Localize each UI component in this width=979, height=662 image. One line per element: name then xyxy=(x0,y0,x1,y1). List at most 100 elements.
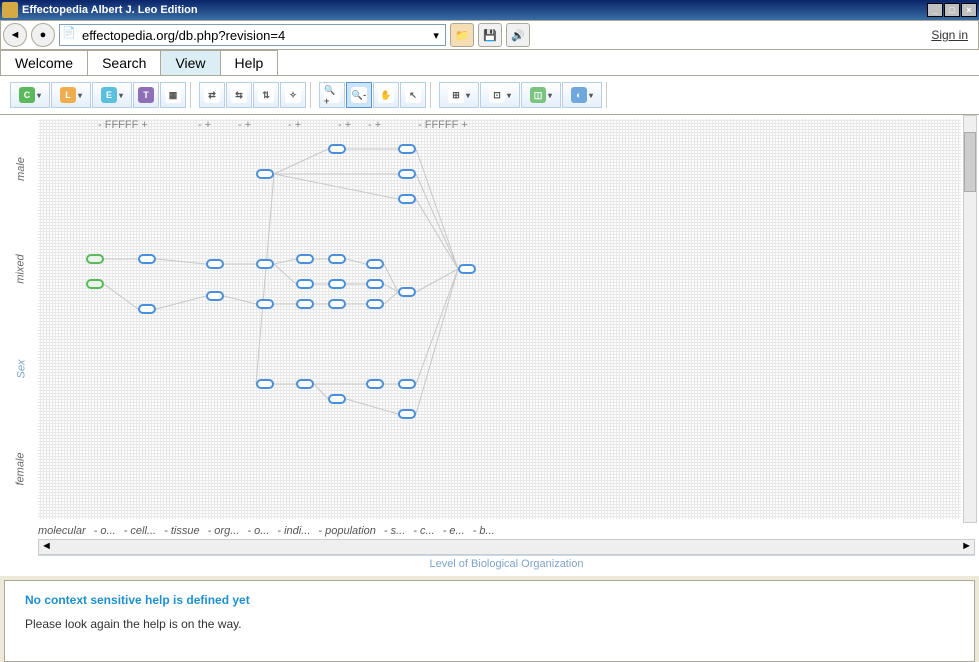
tool-button[interactable]: ↖ xyxy=(400,82,426,108)
x-axis-area: molecular- o...- cell...- tissue- org...… xyxy=(0,523,979,576)
pathway-node[interactable] xyxy=(206,259,224,269)
tool-button[interactable]: ⇄ xyxy=(199,82,225,108)
tab-help[interactable]: Help xyxy=(220,50,279,75)
x-label: - tissue xyxy=(164,525,199,537)
tool-button[interactable]: T xyxy=(133,82,159,108)
tab-search[interactable]: Search xyxy=(87,50,161,75)
scrollbar-thumb[interactable] xyxy=(964,132,976,192)
tool-icon: 🔍- xyxy=(351,87,367,103)
pathway-node[interactable] xyxy=(256,259,274,269)
scale-marker: - + xyxy=(198,119,211,131)
sound-button[interactable]: 🔊 xyxy=(506,23,530,47)
tool-icon: ◐ xyxy=(571,87,587,103)
pathway-node[interactable] xyxy=(138,254,156,264)
open-folder-button[interactable]: 📁 xyxy=(450,23,474,47)
tool-button[interactable]: 🔍- xyxy=(346,82,372,108)
tool-icon: 🔍+ xyxy=(324,87,340,103)
diagram-canvas: male mixed Sex female - FFFFF + - + - + - +… xyxy=(0,115,979,523)
pathway-node[interactable] xyxy=(328,254,346,264)
pathway-node[interactable] xyxy=(366,279,384,289)
scale-marker: - FFFFF + xyxy=(98,119,148,131)
refresh-button[interactable]: ● xyxy=(31,23,55,47)
vertical-scrollbar[interactable] xyxy=(963,115,977,523)
initiator-node[interactable] xyxy=(86,254,104,264)
pathway-node[interactable] xyxy=(398,194,416,204)
tool-icon: T xyxy=(138,87,154,103)
maximize-button[interactable]: □ xyxy=(944,3,960,17)
pathway-node[interactable] xyxy=(398,169,416,179)
y-axis: male mixed Sex female xyxy=(4,119,38,519)
save-button[interactable]: 💾 xyxy=(478,23,502,47)
scale-marker: - + xyxy=(288,119,301,131)
tool-button[interactable]: ✋ xyxy=(373,82,399,108)
tool-button[interactable]: L▾ xyxy=(51,82,91,108)
initiator-node[interactable] xyxy=(86,279,104,289)
pathway-node[interactable] xyxy=(366,259,384,269)
pathway-node[interactable] xyxy=(398,409,416,419)
pathway-node[interactable] xyxy=(256,379,274,389)
diagram-area[interactable]: - FFFFF +- +- +- +- +- +- FFFFF + xyxy=(38,119,961,519)
tool-button[interactable]: ✧ xyxy=(280,82,306,108)
back-button[interactable]: ◄ xyxy=(3,23,27,47)
tool-icon: ↖ xyxy=(405,87,421,103)
tool-button[interactable]: E▾ xyxy=(92,82,132,108)
pathway-node[interactable] xyxy=(398,144,416,154)
pathway-node[interactable] xyxy=(328,299,346,309)
tool-icon: ⊡ xyxy=(489,87,505,103)
tool-button[interactable]: ⇆ xyxy=(226,82,252,108)
tool-button[interactable]: ▦ xyxy=(160,82,186,108)
close-button[interactable]: × xyxy=(961,3,977,17)
tool-icon: ⊞ xyxy=(448,87,464,103)
pathway-node[interactable] xyxy=(328,144,346,154)
url-dropdown-icon[interactable]: ▾ xyxy=(427,29,445,42)
tool-button[interactable]: C▾ xyxy=(10,82,50,108)
window-title: Effectopedia Albert J. Leo Edition xyxy=(22,4,926,16)
tool-button[interactable]: ◐▾ xyxy=(562,82,602,108)
pathway-node[interactable] xyxy=(398,287,416,297)
tab-bar: WelcomeSearchViewHelp xyxy=(0,50,979,76)
x-axis-labels: molecular- o...- cell...- tissue- org...… xyxy=(38,523,975,539)
chevron-down-icon: ▾ xyxy=(37,91,41,100)
tool-button[interactable]: ⇅ xyxy=(253,82,279,108)
pathway-node[interactable] xyxy=(296,254,314,264)
tool-icon: C xyxy=(19,87,35,103)
url-input[interactable] xyxy=(82,28,427,43)
tab-view[interactable]: View xyxy=(160,50,220,75)
scale-marker: - + xyxy=(368,119,381,131)
pathway-node[interactable] xyxy=(398,379,416,389)
tool-icon: L xyxy=(60,87,76,103)
tool-icon: ⇆ xyxy=(231,87,247,103)
x-label: - population xyxy=(318,525,376,537)
tool-icon: ▦ xyxy=(165,87,181,103)
pathway-node[interactable] xyxy=(328,394,346,404)
tool-icon: E xyxy=(101,87,117,103)
x-label: molecular xyxy=(38,525,86,537)
tool-button[interactable]: ◫▾ xyxy=(521,82,561,108)
minimize-button[interactable]: _ xyxy=(927,3,943,17)
pathway-node[interactable] xyxy=(458,264,476,274)
x-label: - org... xyxy=(208,525,240,537)
pathway-node[interactable] xyxy=(256,299,274,309)
pathway-node[interactable] xyxy=(256,169,274,179)
x-label: - c... xyxy=(413,525,434,537)
tool-button[interactable]: 🔍+ xyxy=(319,82,345,108)
x-label: - b... xyxy=(473,525,495,537)
tool-button[interactable]: ⊡▾ xyxy=(480,82,520,108)
pathway-node[interactable] xyxy=(138,304,156,314)
tab-welcome[interactable]: Welcome xyxy=(0,50,88,75)
scale-marker: - FFFFF + xyxy=(418,119,468,131)
x-label: - e... xyxy=(443,525,465,537)
pathway-node[interactable] xyxy=(366,299,384,309)
x-label: - o... xyxy=(247,525,269,537)
tool-icon: ◫ xyxy=(530,87,546,103)
pathway-node[interactable] xyxy=(296,279,314,289)
pathway-node[interactable] xyxy=(328,279,346,289)
y-label-female: female xyxy=(15,452,27,485)
pathway-node[interactable] xyxy=(206,291,224,301)
signin-link[interactable]: Sign in xyxy=(931,28,968,42)
horizontal-scrollbar[interactable]: ◄► xyxy=(38,539,975,555)
tool-button[interactable]: ⊞▾ xyxy=(439,82,479,108)
pathway-node[interactable] xyxy=(296,379,314,389)
pathway-node[interactable] xyxy=(296,299,314,309)
pathway-node[interactable] xyxy=(366,379,384,389)
